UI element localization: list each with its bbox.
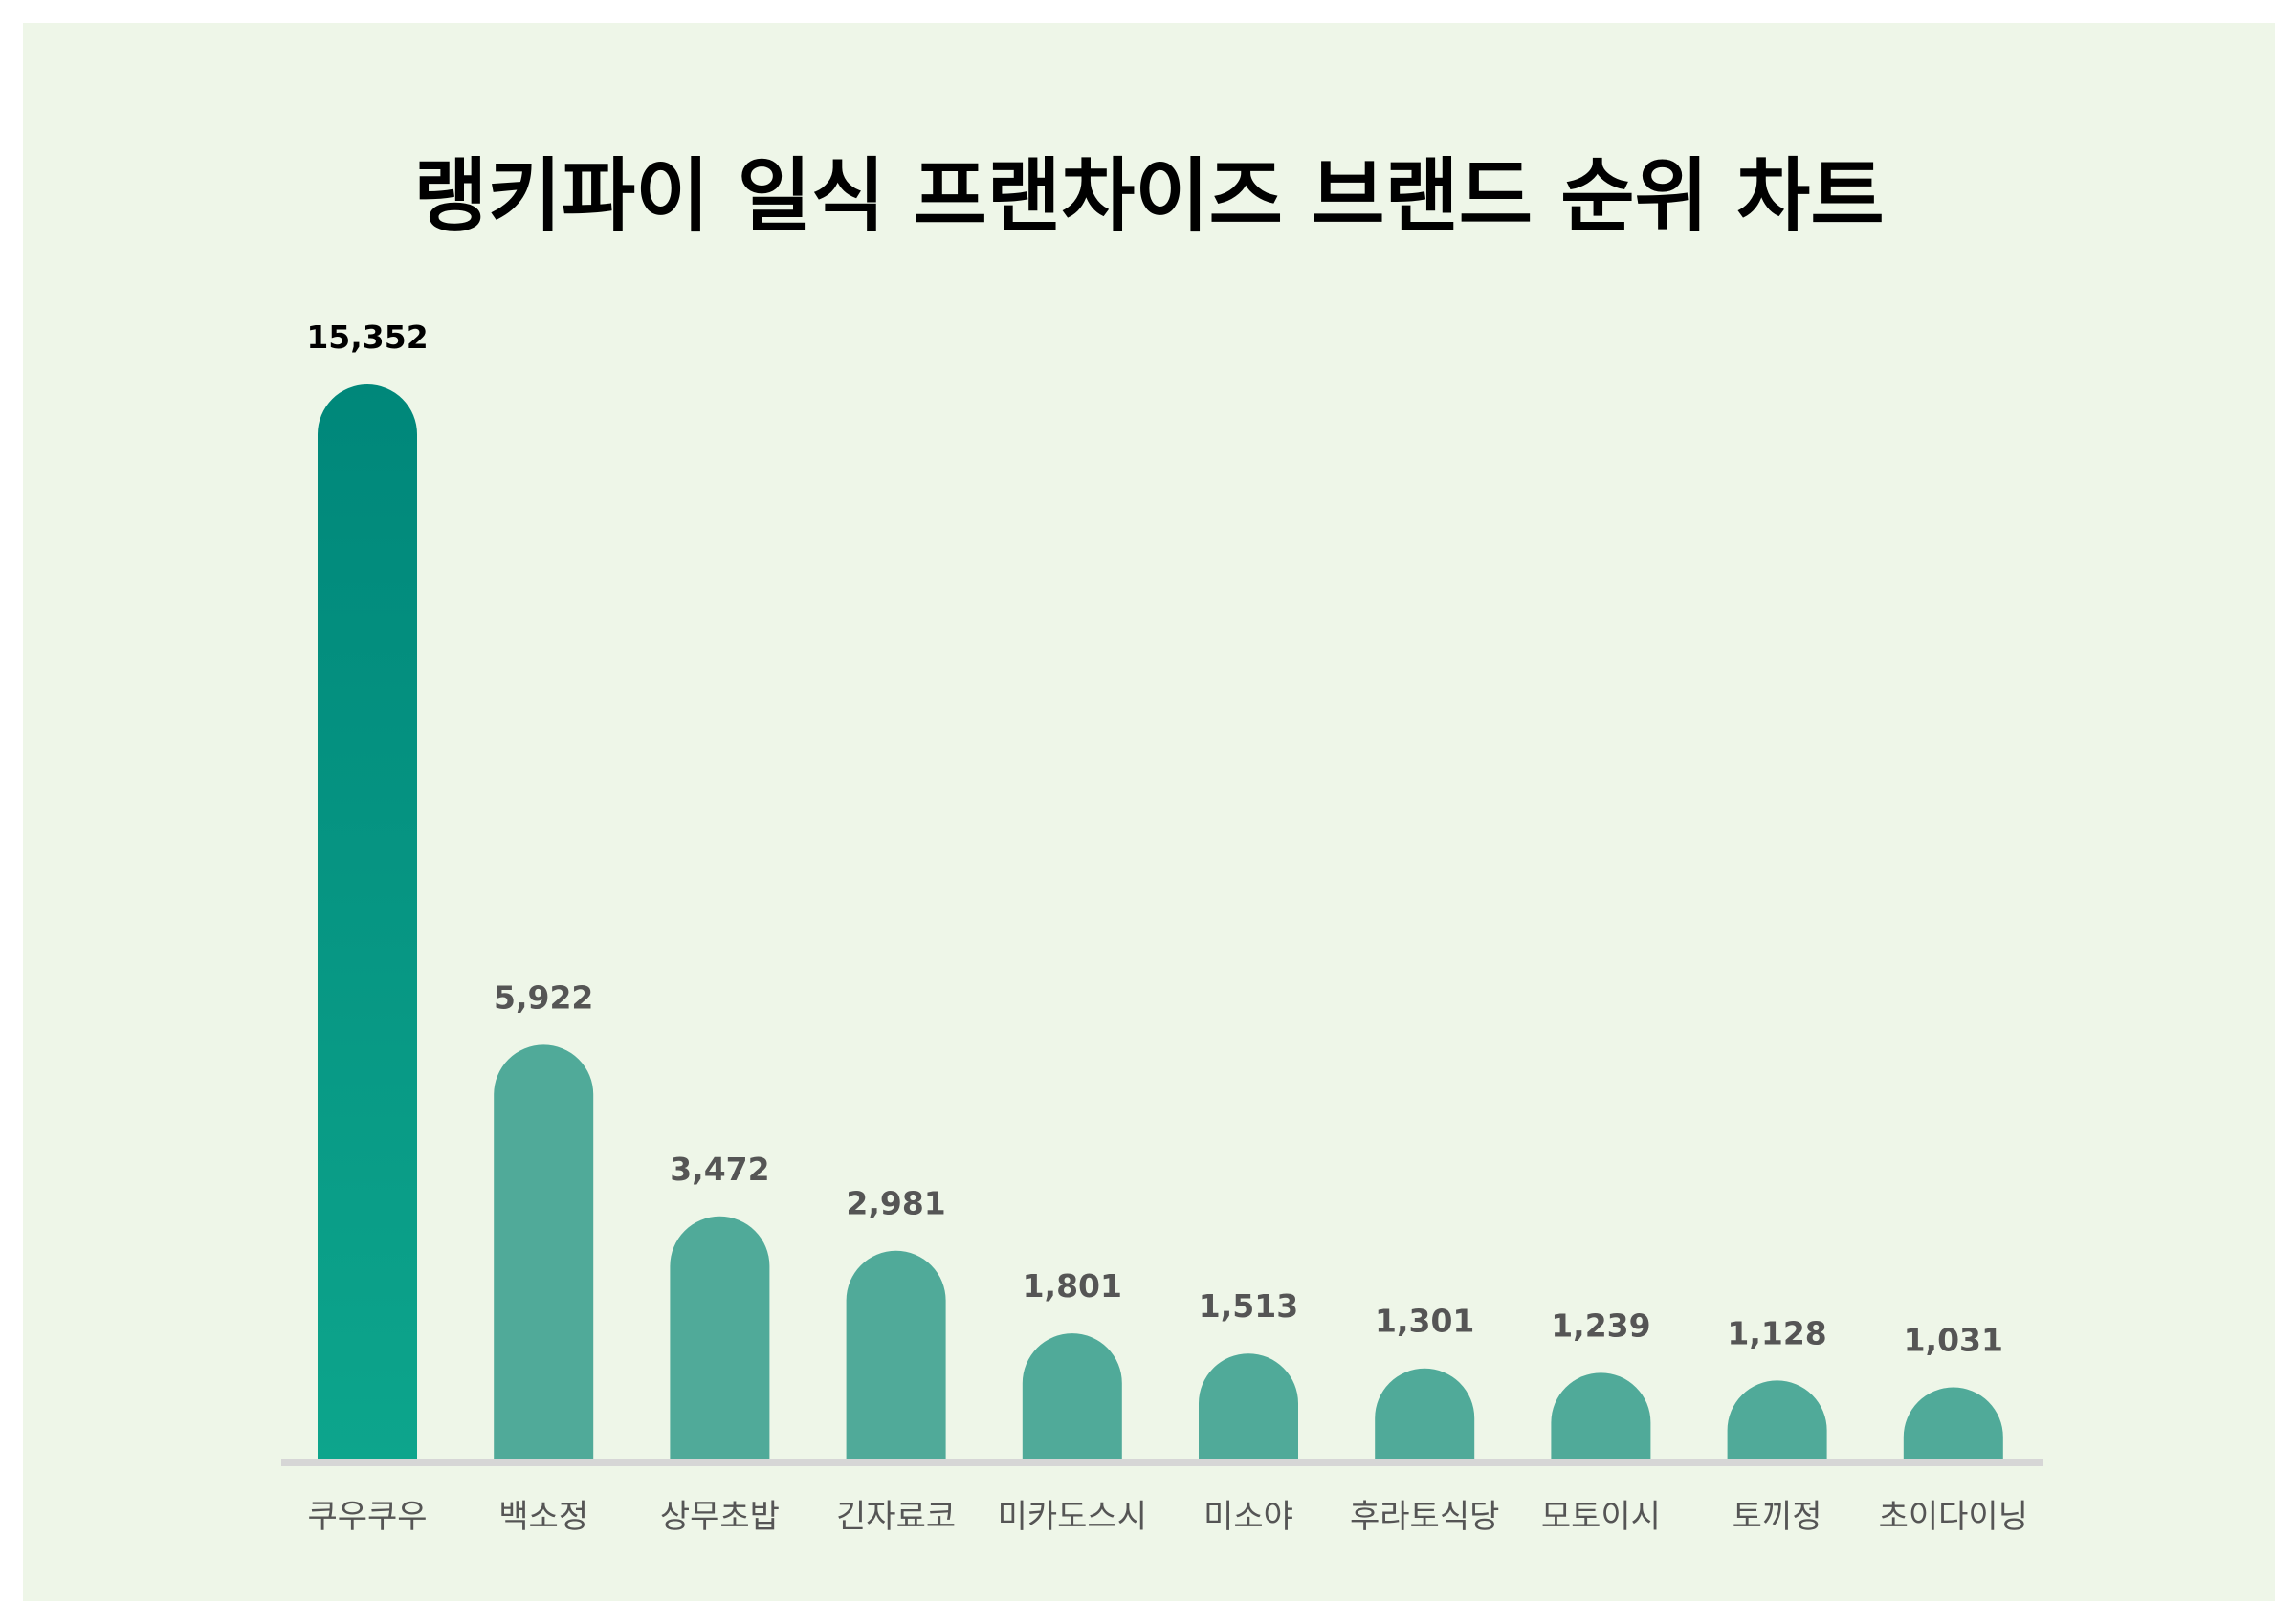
category-label-0: 쿠우쿠우	[307, 1498, 427, 1536]
value-label-0: 15,352	[306, 318, 428, 356]
value-label-8: 1,128	[1727, 1314, 1826, 1351]
bar-6	[1375, 1368, 1475, 1459]
bar-3	[846, 1250, 946, 1459]
bar-chart: 랭키파이 일식 프랜차이즈 브랜드 순위 차트 15,352 쿠우쿠우 5,922 백…	[23, 23, 2275, 1601]
value-label-5: 1,513	[1199, 1287, 1298, 1325]
bar-4	[1022, 1333, 1122, 1459]
category-label-3: 긴자료코	[836, 1498, 956, 1536]
category-label-7: 모토이시	[1541, 1498, 1661, 1536]
category-label-8: 토끼정	[1733, 1498, 1822, 1536]
chart-panel: 랭키파이 일식 프랜차이즈 브랜드 순위 차트 15,352 쿠우쿠우 5,922 백…	[23, 23, 2275, 1601]
bar-0	[318, 384, 417, 1459]
value-label-7: 1,239	[1551, 1306, 1650, 1344]
category-label-1: 백소정	[498, 1498, 588, 1536]
category-label-9: 초이다이닝	[1879, 1498, 2028, 1536]
value-label-3: 2,981	[846, 1185, 945, 1222]
bar-2	[670, 1216, 770, 1459]
value-label-4: 1,801	[1023, 1267, 1122, 1305]
value-label-9: 1,031	[1904, 1322, 2003, 1359]
bar-5	[1199, 1353, 1298, 1459]
category-label-2: 상무초밥	[660, 1498, 780, 1536]
category-label-5: 미소야	[1203, 1498, 1293, 1536]
value-label-6: 1,301	[1375, 1303, 1474, 1340]
labels-group: 15,352 쿠우쿠우 5,922 백소정 3,472 상무초밥 2,981 긴자료코 1,80…	[306, 318, 2028, 1536]
category-label-6: 후라토식당	[1350, 1498, 1499, 1536]
bars-group	[318, 384, 2003, 1459]
bar-1	[494, 1044, 594, 1459]
x-axis-baseline	[281, 1459, 2043, 1466]
value-label-2: 3,472	[670, 1151, 769, 1188]
bar-9	[1903, 1387, 2003, 1459]
category-label-4: 미카도스시	[998, 1498, 1147, 1536]
bar-8	[1727, 1380, 1827, 1459]
chart-title: 랭키파이 일식 프랜차이즈 브랜드 순위 차트	[413, 149, 1884, 243]
bar-7	[1551, 1372, 1651, 1459]
value-label-1: 5,922	[494, 978, 593, 1016]
